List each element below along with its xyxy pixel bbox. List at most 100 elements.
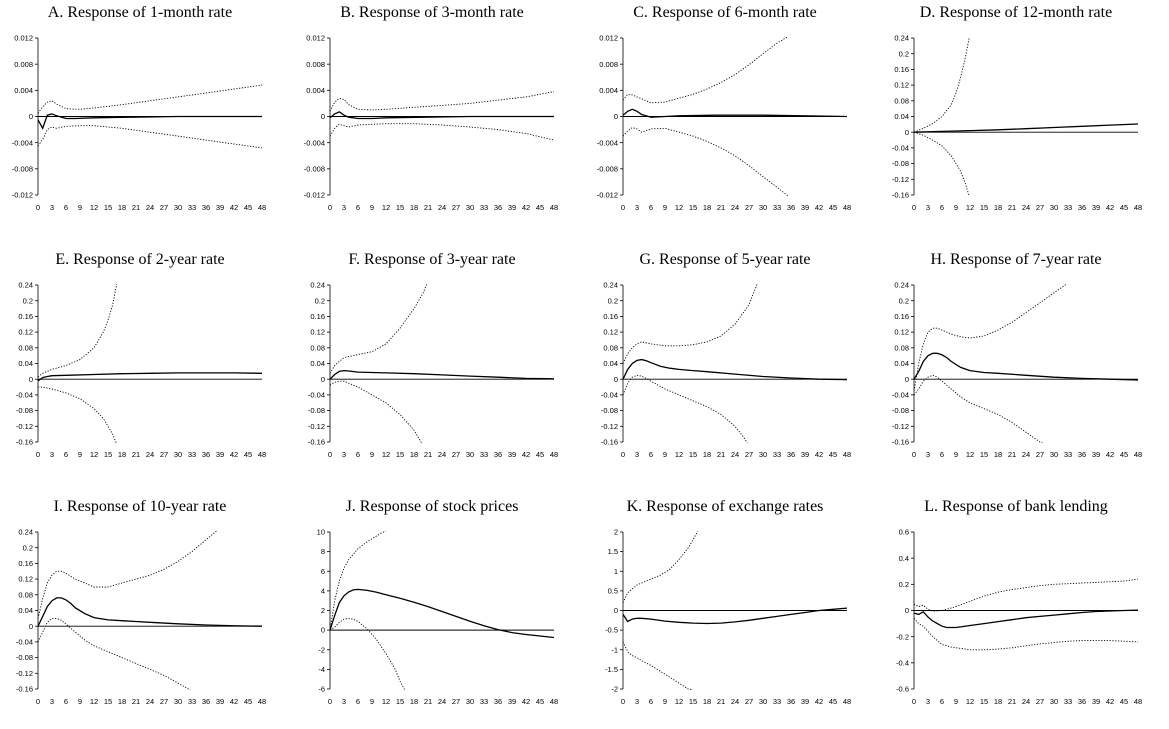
x-tick-label: 21 [1008, 450, 1016, 459]
confidence-band-line [623, 284, 758, 364]
x-tick-label: 27 [452, 450, 460, 459]
x-tick-label: 3 [50, 450, 54, 459]
impulse-response-line [914, 352, 1138, 381]
x-tick-label: 9 [370, 697, 374, 706]
impulse-response-line [38, 113, 262, 130]
x-tick-label: 18 [703, 450, 711, 459]
irf-panel: F. Response of 3-year rate 0.24 0.2 0.16 0.1… [292, 247, 572, 482]
y-tick-label: 0 [905, 606, 909, 615]
y-tick-label: 1 [614, 567, 618, 576]
y-tick-label: 0.04 [310, 359, 325, 368]
x-tick-label: 33 [1064, 203, 1072, 212]
y-tick-label: -0.12 [892, 422, 909, 431]
impulse-response-line [623, 358, 847, 381]
x-tick-label: 42 [522, 697, 530, 706]
x-tick-label: 12 [382, 203, 390, 212]
x-tick-label: 45 [244, 697, 252, 706]
y-tick-label: 0.12 [603, 328, 618, 337]
x-tick-label: 39 [508, 697, 516, 706]
y-tick-label: 0.24 [310, 281, 325, 290]
x-tick-label: 36 [494, 450, 502, 459]
y-tick-label: 0.08 [894, 96, 909, 105]
confidence-band-line [914, 578, 1138, 612]
confidence-band-line [914, 374, 1044, 443]
y-tick-label: 0.08 [18, 343, 33, 352]
x-tick-label: 42 [230, 450, 238, 459]
x-tick-label: 36 [494, 697, 502, 706]
x-tick-label: 36 [787, 203, 795, 212]
confidence-band-line [330, 380, 423, 443]
y-tick-label: -0.04 [16, 391, 33, 400]
panel-title: L. Response of bank lending [924, 498, 1108, 515]
x-tick-label: 33 [773, 203, 781, 212]
x-tick-label: 42 [230, 697, 238, 706]
x-tick-label: 6 [356, 697, 360, 706]
y-tick-label: 0 [29, 622, 33, 631]
x-tick-label: 15 [980, 697, 988, 706]
confidence-band-line [330, 617, 406, 690]
y-tick-label: -0.12 [16, 669, 33, 678]
x-tick-label: 30 [1050, 203, 1058, 212]
x-tick-label: 15 [104, 450, 112, 459]
x-tick-label: 39 [216, 203, 224, 212]
y-tick-label: -0.04 [892, 391, 909, 400]
x-tick-label: 27 [160, 450, 168, 459]
x-tick-label: 3 [635, 450, 639, 459]
y-tick-label: 0.16 [18, 312, 33, 321]
x-tick-label: 45 [1120, 450, 1128, 459]
x-tick-label: 36 [787, 450, 795, 459]
y-tick-label: 0.012 [14, 34, 33, 43]
x-tick-label: 6 [64, 697, 68, 706]
y-tick-label: 6 [321, 567, 325, 576]
y-tick-label: 2 [614, 528, 618, 537]
panel-title: F. Response of 3-year rate [348, 251, 516, 268]
x-tick-label: 30 [1050, 450, 1058, 459]
x-tick-label: 45 [536, 450, 544, 459]
x-tick-label: 45 [829, 697, 837, 706]
y-tick-label: -6 [318, 685, 325, 694]
x-tick-label: 45 [244, 203, 252, 212]
y-tick-label: 0.16 [894, 65, 909, 74]
x-tick-label: 36 [1078, 450, 1086, 459]
x-tick-label: 45 [829, 450, 837, 459]
y-tick-label: -2 [611, 685, 618, 694]
y-tick-label: 0.16 [894, 312, 909, 321]
irf-chart: 0.60.40.20-0.2-0.4-0.60 3 6 9 12 15 18 21 24 27 30… [896, 528, 1142, 706]
x-tick-label: 30 [174, 697, 182, 706]
x-tick-label: 9 [78, 697, 82, 706]
x-tick-label: 12 [966, 697, 974, 706]
x-tick-label: 9 [954, 697, 958, 706]
y-tick-label: 0.5 [608, 586, 618, 595]
y-tick-label: -4 [318, 665, 325, 674]
y-tick-label: 0 [321, 112, 325, 121]
y-tick-label: -1 [611, 645, 618, 654]
y-tick-label: -0.5 [605, 626, 618, 635]
x-tick-label: 27 [452, 697, 460, 706]
y-tick-label: 4 [321, 586, 325, 595]
x-tick-label: 24 [146, 697, 154, 706]
x-tick-label: 33 [1064, 450, 1072, 459]
x-tick-label: 48 [843, 697, 851, 706]
x-tick-label: 15 [396, 203, 404, 212]
x-tick-label: 3 [926, 450, 930, 459]
x-tick-label: 24 [1022, 450, 1030, 459]
y-tick-label: -0.008 [597, 164, 618, 173]
x-tick-label: 24 [731, 450, 739, 459]
x-tick-label: 15 [689, 697, 697, 706]
irf-panel: B. Response of 3-month rate 0.012 0.008 0.0… [292, 0, 572, 235]
y-tick-label: -0.2 [896, 632, 909, 641]
x-tick-label: 12 [90, 697, 98, 706]
y-tick-label: 0 [905, 375, 909, 384]
x-tick-label: 24 [1022, 203, 1030, 212]
x-tick-label: 3 [635, 203, 639, 212]
y-tick-label: 0.008 [14, 60, 33, 69]
y-tick-label: 2 [321, 606, 325, 615]
y-tick-label: 0 [321, 626, 325, 635]
x-tick-label: 33 [480, 203, 488, 212]
y-tick-label: -0.004 [597, 138, 618, 147]
y-tick-label: 0.12 [894, 81, 909, 90]
x-tick-label: 27 [160, 697, 168, 706]
y-tick-label: 0.012 [306, 34, 325, 43]
x-tick-label: 24 [438, 450, 446, 459]
